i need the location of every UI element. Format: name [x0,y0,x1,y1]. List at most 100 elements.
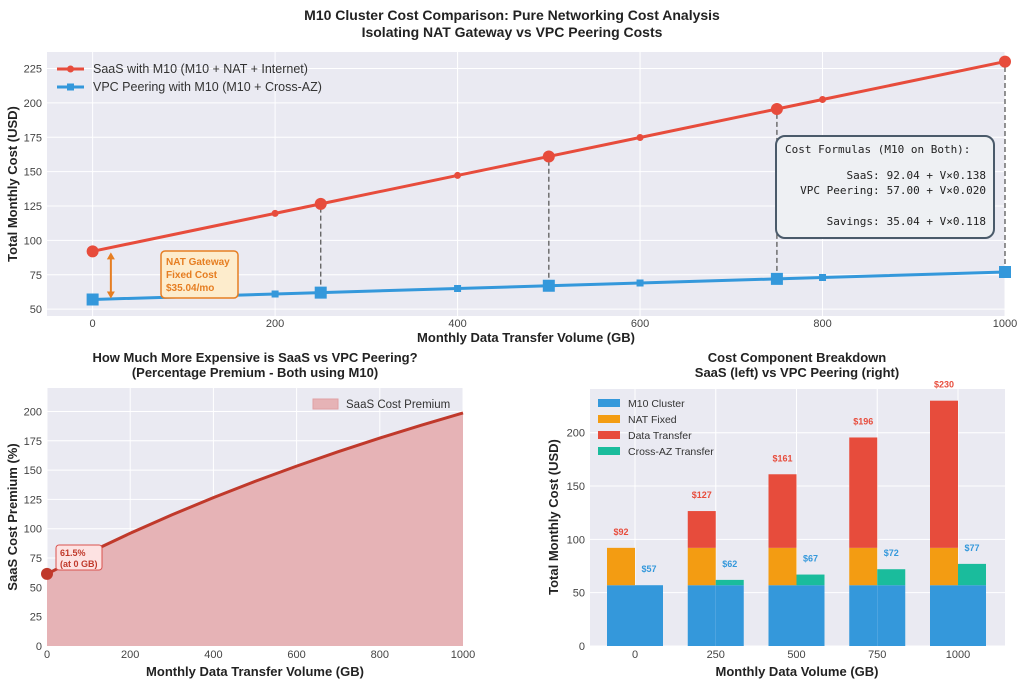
vpc-total-label: $57 [641,564,656,574]
saas-bar-m10-cluster [930,585,958,646]
vpc-total-label: $72 [884,548,899,558]
saas-total-label: $127 [692,490,712,500]
y-tick-label: 200 [567,428,585,440]
saas-bar-nat-fixed [687,547,716,586]
vpc-bar-cross-az-transfer [877,569,906,586]
legend-swatch [598,415,620,423]
vpc-bar-cross-az-transfer [796,574,825,586]
saas-bar-m10-cluster [607,585,635,646]
y-tick-label: 75 [30,553,42,565]
vpc-bar-m10-cluster [796,585,825,646]
saas-point [770,103,783,116]
x-axis-label: Monthly Data Transfer Volume (GB) [146,664,364,679]
x-tick-label: 600 [631,318,649,330]
x-tick-label: 1000 [946,649,970,661]
figure-title-line-2: Isolating NAT Gateway vs VPC Peering Cos… [362,24,663,40]
saas-bar-m10-cluster [687,585,716,646]
saas-point [819,96,827,104]
x-tick-label: 500 [787,649,805,661]
y-tick-label: 50 [30,304,42,316]
vpc-bar-cross-az-transfer [958,563,986,586]
x-tick-label: 0 [632,649,638,661]
saas-bar-nat-fixed [849,547,878,586]
x-tick-label: 400 [448,318,466,330]
saas-total-label: $230 [934,380,954,390]
y-tick-label: 125 [24,494,42,506]
legend-label: NAT Fixed [628,414,677,426]
premium-area [47,412,463,646]
chart-title-line-1: Cost Component Breakdown [708,350,886,365]
vpc-bar-m10-cluster [715,585,744,646]
y-tick-label: 150 [24,167,42,179]
y-axis-label: Total Monthly Cost (USD) [546,439,561,595]
saas-bar-nat-fixed [607,547,635,586]
saas-bar-nat-fixed [930,547,958,586]
vpc-bar-m10-cluster [877,585,906,646]
legend-swatch [598,399,620,407]
formula-vpc-line: VPC Peering: 57.00 + V×0.020 [800,184,986,197]
x-tick-label: 800 [813,318,831,330]
saas-bar-data-transfer [849,437,878,548]
vpc-total-label: $67 [803,554,818,564]
nat-arrow-head-up [106,252,115,260]
annotation-line-2: Fixed Cost [166,270,218,281]
x-tick-label: 1000 [451,649,475,661]
annotation-box [160,250,239,299]
stacked-bar-chart-breakdown: Cost Component Breakdown SaaS (left) vs … [546,350,1005,679]
vpc-bar-m10-cluster [635,585,663,646]
legend-swatch [598,431,620,439]
saas-bar-data-transfer [687,511,716,548]
vpc-bar-m10-cluster [958,585,986,646]
vpc-point [770,272,783,285]
formula-box: Cost Formulas (M10 on Both): SaaS: 92.04 … [775,135,995,239]
y-tick-label: 175 [24,132,42,144]
formula-savings-line: Savings: 35.04 + V×0.118 [827,215,986,228]
figure-title-line-1: M10 Cluster Cost Comparison: Pure Networ… [304,7,720,23]
vpc-point [86,293,99,306]
y-tick-label: 100 [24,235,42,247]
legend-marker-vpc [67,83,74,91]
formula-box-frame [775,135,995,239]
y-tick-label: 125 [24,201,42,213]
y-tick-label: 100 [567,534,585,546]
legend-label: Cross-AZ Transfer [628,446,714,458]
nat-arrow-head-down [106,291,115,299]
legend-label-vpc: VPC Peering with M10 (M10 + Cross-AZ) [93,80,322,94]
x-tick-label: 400 [204,649,222,661]
premium-start-point [41,567,53,580]
formula-vpc-label: VPC Peering: [800,184,879,197]
line-chart-total-cost: 0 200 400 600 800 10005075100125150175200225 … [5,52,1017,345]
x-tick-label: 0 [90,318,96,330]
formula-vpc: 57.00 + V×0.020 [887,184,986,197]
x-axis-label: Monthly Data Transfer Volume (GB) [417,330,635,345]
y-axis-label: Total Monthly Cost (USD) [5,106,20,262]
vpc-point [636,279,644,287]
x-tick-label: 200 [121,649,139,661]
y-tick-label: 150 [567,481,585,493]
saas-point [314,197,327,210]
formula-savings: 35.04 + V×0.118 [887,215,986,228]
vpc-point [542,279,555,292]
x-tick-label: 750 [868,649,886,661]
legend-label: Data Transfer [628,430,692,442]
saas-point [271,209,279,217]
saas-point [999,55,1011,68]
saas-total-label: $196 [853,416,873,426]
saas-bar-data-transfer [768,474,797,548]
x-tick-label: 600 [287,649,305,661]
y-tick-label: 200 [24,406,42,418]
vpc-point [314,286,327,299]
annotation-line-3: $35.04/mo [166,283,214,294]
y-tick-label: 0 [36,641,42,653]
premium-line [46,411,464,576]
chart-title-line-1: How Much More Expensive is SaaS vs VPC P… [92,350,417,365]
saas-total-label: $161 [772,453,792,463]
chart-title-line-2: (Percentage Premium - Both using M10) [132,365,378,380]
saas-bar-nat-fixed [768,547,797,586]
x-tick-label: 0 [44,649,50,661]
y-tick-label: 25 [30,612,42,624]
annotation-line-1: NAT Gateway [166,257,230,268]
y-tick-label: 100 [24,524,42,536]
saas-point [454,171,462,179]
formula-saas-label: SaaS: [847,169,880,182]
